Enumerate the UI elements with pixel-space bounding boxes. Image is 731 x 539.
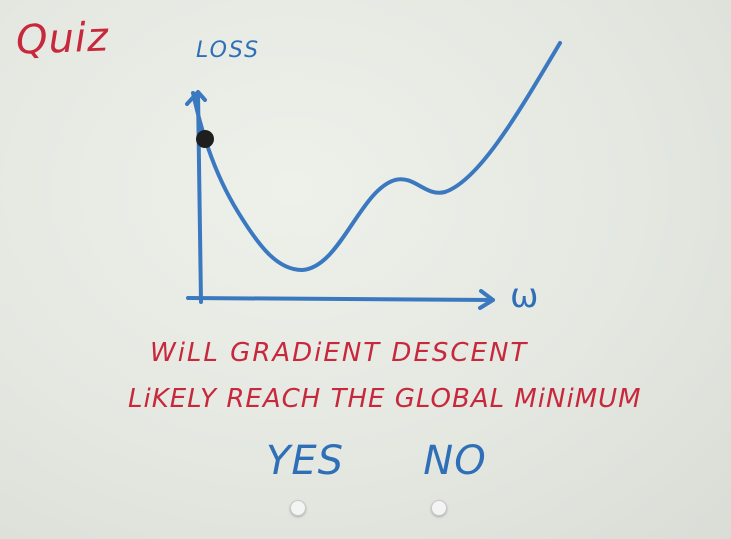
question-line-2: LiKELY REACH THE GLOBAL MiNiMUM: [128, 384, 642, 414]
option-yes-radio[interactable]: [290, 500, 306, 516]
option-no[interactable]: NO: [400, 438, 510, 528]
option-yes-label: YES: [265, 438, 345, 484]
y-axis-label: LOSS: [196, 38, 261, 63]
option-yes[interactable]: YES: [250, 438, 360, 528]
y-axis: [185, 90, 207, 304]
question-line-1: WiLL GRADiENT DESCENT: [150, 338, 529, 368]
current-point: [196, 130, 214, 148]
option-no-label: NO: [423, 438, 487, 484]
option-no-radio[interactable]: [431, 500, 447, 516]
x-axis: [186, 289, 495, 310]
loss-curve: [191, 41, 562, 272]
x-axis-label: ω: [510, 276, 540, 316]
